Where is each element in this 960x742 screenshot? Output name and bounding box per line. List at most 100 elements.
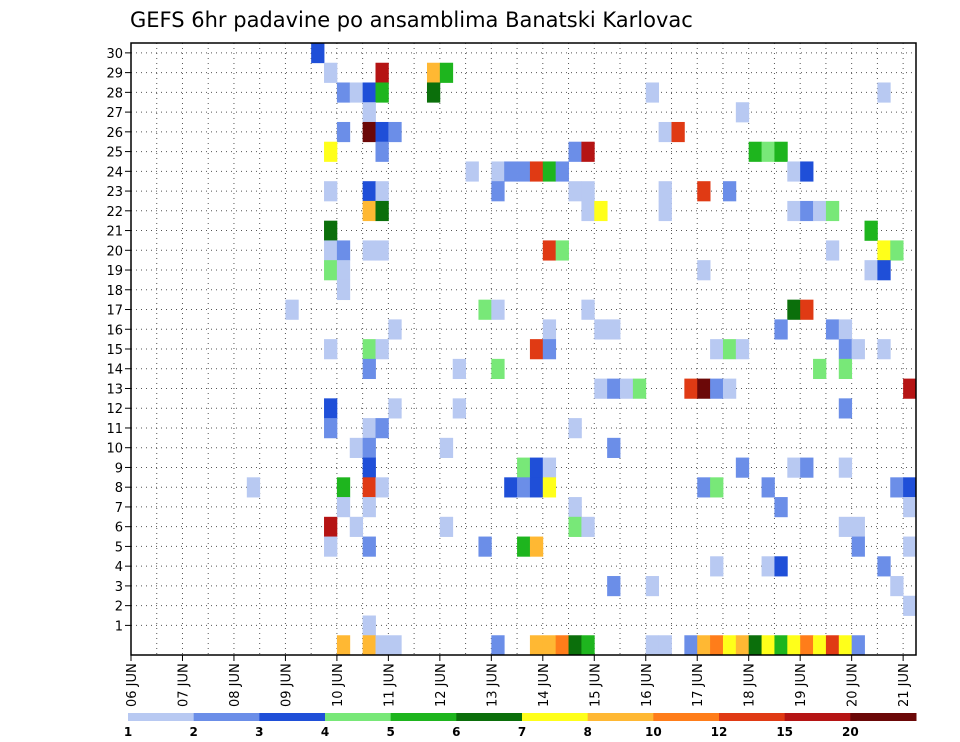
y-tick-label: 5 [115, 540, 123, 555]
heatmap-cell [684, 378, 698, 399]
heatmap-cell [864, 260, 878, 281]
heatmap-cell [439, 437, 454, 458]
x-tick-label: 07 JUN [177, 663, 192, 707]
heatmap-cell [903, 497, 917, 518]
heatmap-cell [748, 635, 762, 656]
x-tick-label: 06 JUN [125, 663, 140, 707]
heatmap-cell [594, 378, 608, 399]
heatmap-cell [517, 161, 531, 182]
heatmap-cell [478, 536, 492, 557]
heatmap-cell [697, 477, 711, 498]
y-axis: 1234567891011121314151617181920212223242… [106, 47, 131, 634]
heatmap-cell [607, 319, 621, 340]
heatmap-cell [697, 260, 711, 281]
heatmap-cell [375, 418, 389, 439]
heatmap-cell [517, 477, 531, 498]
heatmap-cell [581, 141, 595, 162]
heatmap-cell [890, 576, 904, 597]
heatmap-cell [375, 200, 389, 222]
heatmap-cell [658, 635, 672, 656]
heatmap-cell [761, 477, 775, 498]
colorbar-label: 2 [189, 725, 197, 739]
heatmap-cell [336, 635, 351, 656]
heatmap-cell [388, 635, 402, 656]
heatmap-cell [684, 635, 698, 656]
heatmap-cell [710, 378, 724, 399]
x-tick-label: 18 JUN [743, 663, 758, 707]
x-axis: 06 JUN 07 JUN 08 JUN 09 JUN 10 JUN 11 JUN 12 J… [125, 655, 912, 707]
heatmap-cell [645, 82, 660, 103]
heatmap-cell [362, 121, 376, 143]
heatmap-cell [903, 536, 917, 557]
heatmap-cell [375, 141, 389, 162]
heatmap-cell [362, 635, 376, 656]
heatmap-cell [800, 635, 814, 656]
heatmap-cell [362, 497, 376, 518]
heatmap-cell [388, 319, 402, 340]
heatmap-cell [491, 358, 505, 380]
heatmap-cell [658, 181, 672, 202]
heatmap-cell [787, 635, 801, 656]
heatmap-cell [890, 240, 904, 261]
heatmap-cell [478, 299, 492, 320]
colorbar-label: 3 [255, 725, 263, 739]
heatmap-cell [349, 437, 364, 458]
heatmap-cell [555, 635, 569, 656]
heatmap-cell [542, 339, 557, 360]
heatmap-cell [542, 319, 557, 340]
heatmap-cell [813, 200, 827, 222]
heatmap-cell [838, 457, 853, 478]
heatmap-cell [311, 43, 325, 64]
heatmap-cell [568, 141, 582, 162]
x-tick-label: 19 JUN [794, 663, 809, 707]
heatmap-cell [568, 516, 582, 537]
heatmap-cell [362, 358, 376, 380]
colorbar-label: 1 [124, 725, 132, 739]
heatmap-cell [710, 635, 724, 656]
heatmap-cell [542, 161, 557, 182]
x-tick-label: 21 JUN [897, 663, 912, 707]
heatmap-cell [581, 299, 595, 320]
heatmap-cell [336, 279, 351, 301]
heatmap-cell [735, 457, 750, 478]
y-tick-label: 28 [106, 86, 123, 101]
heatmap-cell [594, 319, 608, 340]
y-tick-label: 12 [106, 402, 123, 417]
heatmap-cell [324, 418, 338, 439]
heatmap-cell [581, 200, 595, 222]
x-tick-label: 20 JUN [846, 663, 861, 707]
y-tick-label: 27 [106, 106, 123, 121]
colorbar-swatch [653, 713, 720, 721]
x-tick-label: 10 JUN [331, 663, 346, 707]
heatmap-cell [697, 378, 711, 399]
y-tick-label: 4 [115, 560, 123, 575]
colorbar-swatch [784, 713, 851, 721]
x-tick-label: 16 JUN [640, 663, 655, 707]
heatmap-cell [324, 62, 338, 83]
heatmap-cell [349, 516, 364, 537]
y-tick-label: 22 [106, 205, 123, 220]
colorbar-label: 8 [583, 725, 591, 739]
y-tick-label: 11 [106, 422, 123, 437]
heatmap-cell [375, 240, 389, 261]
y-tick-label: 15 [106, 343, 123, 358]
heatmap-cell [246, 477, 261, 498]
heatmap-cell [542, 457, 557, 478]
heatmap-cell [735, 102, 750, 123]
heatmap-cell [504, 161, 518, 182]
heatmap-cell [375, 121, 389, 143]
heatmap-cell [452, 358, 466, 380]
heatmap-cell [362, 615, 376, 636]
heatmap-cell [607, 576, 621, 597]
heatmap-cell [452, 398, 466, 419]
y-tick-label: 17 [106, 304, 123, 319]
y-tick-label: 19 [106, 264, 123, 279]
heatmap-cell [324, 141, 338, 162]
x-tick-label: 14 JUN [537, 663, 552, 707]
heatmap-cell [336, 82, 351, 103]
heatmap-cell [800, 161, 814, 182]
heatmap-cell [439, 62, 454, 83]
heatmap-cell [324, 516, 338, 537]
heatmap-cell [336, 477, 351, 498]
y-tick-label: 8 [115, 481, 123, 496]
